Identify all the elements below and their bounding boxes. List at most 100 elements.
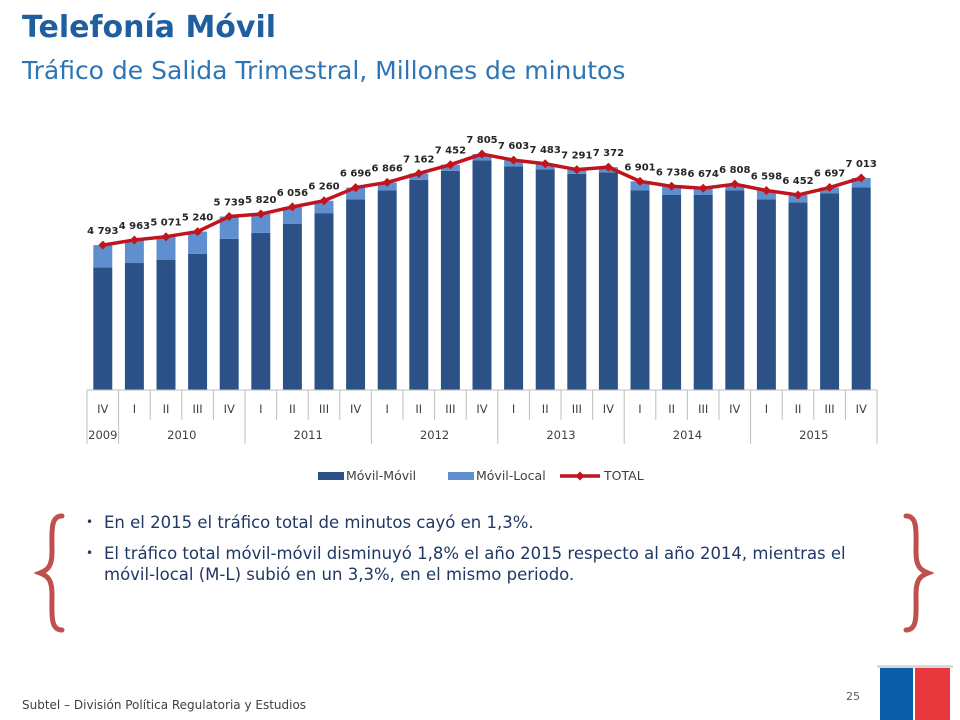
x-tick-label: III [193,402,203,416]
x-tick-label: I [133,402,136,416]
x-tick-label: III [445,402,455,416]
bar-movil-movil [535,169,555,390]
total-marker [667,181,677,191]
traffic-chart: IV I II III IV I II III IV I II III IV I II III IV I II III… [86,135,878,483]
legend-movil-movil-label: Móvil-Móvil [346,468,416,483]
total-marker [351,183,361,193]
total-marker [224,211,234,221]
year-label: 2015 [799,428,828,442]
total-data-label: 7 483 [530,145,561,156]
year-label: 2011 [294,428,323,442]
total-marker [129,235,139,245]
total-marker [540,159,550,169]
total-marker [256,209,266,219]
total-data-label: 6 452 [782,176,813,187]
total-marker [509,155,519,165]
total-marker [382,177,392,187]
finding-text: En el 2015 el tráfico total de minutos c… [104,513,534,532]
total-marker [161,232,171,242]
total-marker [635,176,645,186]
total-marker [193,227,203,237]
total-marker [319,196,329,206]
bullet-dot-icon: • [86,546,94,560]
bullet-dot-icon: • [86,515,94,529]
total-marker [856,173,866,183]
bar-movil-movil [409,179,429,390]
total-marker [761,186,771,196]
x-tick-label: I [259,402,262,416]
x-tick-label: II [668,402,675,416]
year-label: 2010 [167,428,196,442]
total-data-label: 7 162 [403,154,434,165]
total-data-label: 6 866 [372,163,403,174]
total-data-label: 6 901 [624,162,655,173]
total-marker [287,202,297,212]
legend-movil-local-swatch [448,472,474,480]
total-data-label: 7 805 [466,135,497,146]
bar-movil-local [282,206,302,224]
legend-total-marker [575,471,585,481]
total-marker [793,190,803,200]
bar-movil-movil [820,193,840,390]
total-data-label: 6 598 [751,172,782,183]
bar-movil-movil [756,199,776,390]
bar-movil-movil [251,232,271,390]
bar-movil-movil [504,166,524,390]
total-data-label: 5 739 [214,197,245,208]
total-marker [445,160,455,170]
x-tick-label: III [319,402,329,416]
total-data-label: 6 738 [656,167,687,178]
bar-movil-movil [282,223,302,390]
bar-movil-movil [440,170,460,390]
total-marker [98,240,108,250]
x-tick-label: IV [224,402,235,416]
x-tick-label: IV [729,402,740,416]
bar-movil-movil [93,267,113,390]
legend-total-label: TOTAL [603,468,644,483]
bar-movil-local [156,236,176,260]
total-marker [698,183,708,193]
x-tick-label: IV [603,402,614,416]
bar-movil-local [314,200,334,214]
total-data-label: 7 013 [846,159,877,170]
legend-movil-local-label: Móvil-Local [476,468,546,483]
bar-movil-movil [851,187,871,390]
bar-movil-movil [219,238,239,390]
total-data-label: 5 071 [150,218,181,229]
x-tick-label: I [512,402,515,416]
right-brace-icon [903,513,934,633]
bar-movil-local [346,187,366,200]
bar-movil-movil [788,202,808,390]
x-tick-label: III [572,402,582,416]
year-label: 2009 [88,428,117,442]
total-data-label: 5 240 [182,213,213,224]
bar-movil-movil [567,173,587,390]
x-tick-label: IV [856,402,867,416]
bar-movil-movil [346,199,366,390]
year-label: 2014 [673,428,702,442]
total-data-label: 7 603 [498,141,529,152]
bar-movil-movil [472,160,492,390]
bar-movil-movil [314,213,334,390]
x-tick-label: IV [97,402,108,416]
bar-movil-local [630,181,650,191]
total-data-label: 6 696 [340,169,371,180]
total-data-label: 6 260 [308,182,339,193]
total-data-label: 4 793 [87,226,118,237]
total-data-label: 4 963 [119,221,150,232]
findings-list: • En el 2015 el tráfico total de minutos… [86,512,886,595]
x-tick-label: III [698,402,708,416]
total-marker [572,165,582,175]
bar-movil-movil [725,190,745,390]
year-label: 2013 [546,428,575,442]
bar-movil-local [851,177,871,188]
bar-movil-movil [693,195,713,390]
footer-source: Subtel – División Política Regulatoria y… [22,698,307,712]
page-title: Telefonía Móvil [22,10,277,45]
total-data-label: 6 808 [719,165,750,176]
bar-movil-local [251,214,271,233]
x-tick-label: II [289,402,296,416]
bar-movil-movil [662,195,682,390]
page-subtitle: Tráfico de Salida Trimestral, Millones d… [22,56,626,85]
total-marker [477,149,487,159]
